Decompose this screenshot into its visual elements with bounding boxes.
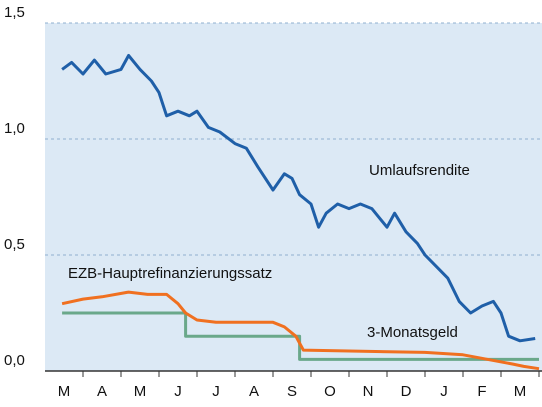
x-tick-label: N <box>363 383 374 400</box>
annotation: EZB-Hauptrefinanzierungssatz <box>68 265 272 282</box>
x-tick-label: O <box>324 383 336 400</box>
plot-background <box>45 23 542 371</box>
x-tick-label: M <box>514 383 527 400</box>
y-tick-label: 1,0 <box>4 120 25 137</box>
y-tick-label: 0,0 <box>4 352 25 369</box>
line-series <box>62 311 539 361</box>
y-tick-label: 0,5 <box>4 236 25 253</box>
x-tick-label: F <box>477 383 486 400</box>
x-tick-label: J <box>174 383 182 400</box>
x-tick-label: J <box>440 383 448 400</box>
x-tick-label: D <box>401 383 412 400</box>
x-tick-label: A <box>97 383 107 400</box>
x-tick-label: A <box>249 383 259 400</box>
annotation: Umlaufsrendite <box>369 162 470 179</box>
x-tick-label: S <box>287 383 297 400</box>
x-tick-label: M <box>134 383 147 400</box>
y-tick-label: 1,5 <box>4 4 25 21</box>
x-tick-label: M <box>58 383 71 400</box>
line-series <box>61 290 540 371</box>
x-tick-label: J <box>212 383 220 400</box>
line-series <box>61 54 536 343</box>
annotation: 3-Monatsgeld <box>367 324 458 341</box>
